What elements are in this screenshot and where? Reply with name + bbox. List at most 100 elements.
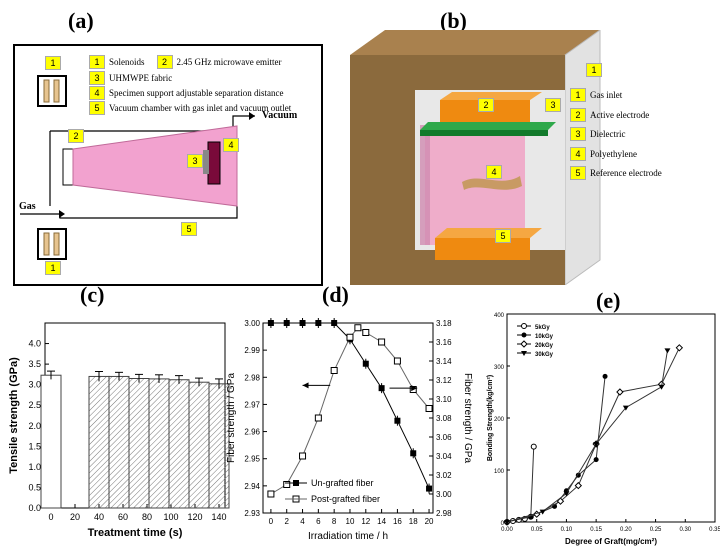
dielectric-top bbox=[420, 122, 556, 130]
bar bbox=[88, 375, 110, 509]
y-tick-label: 100 bbox=[494, 469, 505, 475]
series-ungrafted-line bbox=[270, 322, 430, 489]
y-tick-label: 2.97 bbox=[244, 400, 260, 409]
panel-c-label: (c) bbox=[80, 282, 105, 307]
y-right-tick-label: 3.04 bbox=[436, 452, 452, 461]
legend-row-5: 5 Vacuum chamber with gas inlet and vacu… bbox=[89, 98, 291, 116]
bar bbox=[128, 378, 150, 509]
point-5kgy bbox=[521, 323, 527, 329]
x-tick-label: 40 bbox=[94, 512, 104, 522]
postgrafted-point bbox=[267, 490, 275, 498]
panel-b-drawing bbox=[350, 29, 601, 286]
y-tick-label: 1.0 bbox=[28, 462, 41, 472]
arrow-right-icon bbox=[411, 385, 418, 392]
point-30kgy bbox=[593, 442, 600, 447]
y-right-tick-label: 3.06 bbox=[436, 433, 452, 442]
tag-b4: 4 bbox=[486, 165, 502, 179]
legend-row-3: 3 UHMWPE fabric bbox=[89, 68, 172, 86]
y-tick-label: 2.96 bbox=[244, 428, 260, 437]
uhmwpe-fabric bbox=[203, 150, 209, 174]
tag-5: 5 bbox=[181, 222, 197, 236]
x-tick-label: 100 bbox=[163, 512, 178, 522]
x-tick-label: 0.30 bbox=[679, 527, 691, 533]
legend-label-postgrafted: Post-grafted fiber bbox=[311, 494, 380, 504]
point-30kgy bbox=[622, 405, 629, 411]
x-tick-label: 0.15 bbox=[590, 527, 602, 533]
bar bbox=[168, 379, 190, 509]
bar bbox=[40, 374, 62, 509]
x-tick-label: 16 bbox=[393, 517, 402, 526]
y-right-tick-label: 3.10 bbox=[436, 395, 452, 404]
x-tick-label: 4 bbox=[300, 517, 305, 526]
coil-icon bbox=[43, 79, 50, 103]
x-tick-label: 0.35 bbox=[709, 527, 720, 533]
x-tick-label: 80 bbox=[142, 512, 152, 522]
point-30kgy bbox=[664, 348, 671, 354]
arrow-icon bbox=[59, 210, 65, 218]
point-30kgy bbox=[658, 384, 665, 390]
postgrafted-point bbox=[393, 357, 401, 365]
y-tick-label: 1.5 bbox=[28, 441, 41, 451]
point-20kgy bbox=[616, 388, 624, 396]
solenoid-top bbox=[37, 75, 67, 107]
tag-4: 4 bbox=[223, 138, 239, 152]
postgrafted-point bbox=[425, 405, 433, 412]
bar bbox=[108, 375, 130, 509]
panel-a-label: (a) bbox=[68, 8, 94, 33]
legend-label: 10kGy bbox=[535, 334, 554, 340]
y-right-tick-label: 3.18 bbox=[436, 319, 452, 328]
tag-1-top: 1 bbox=[45, 56, 61, 70]
y-right-tick-label: 3.00 bbox=[436, 490, 452, 499]
x-tick-label: 0 bbox=[48, 512, 53, 522]
panel-e-label: (e) bbox=[596, 288, 621, 313]
x-tick-label: 18 bbox=[409, 517, 418, 526]
y-tick-label: 2.0 bbox=[28, 421, 41, 431]
tag-3: 3 bbox=[187, 154, 203, 168]
point-10kgy bbox=[521, 332, 527, 338]
panel-a-drawing bbox=[20, 75, 255, 260]
gas-inlet-line bbox=[20, 206, 238, 219]
y-tick-label: 3.5 bbox=[28, 359, 41, 369]
y-right-tick-label: 3.16 bbox=[436, 338, 452, 347]
y-right-axis-label: Fiber strength / GPa bbox=[462, 373, 473, 463]
point-5kgy bbox=[530, 443, 537, 450]
legend-label: 20kGy bbox=[535, 343, 554, 349]
y-right-tick-label: 3.02 bbox=[436, 471, 452, 480]
x-tick-label: 0.00 bbox=[501, 527, 513, 533]
vacuum-outlet-line bbox=[50, 115, 255, 132]
y-tick-label: 400 bbox=[494, 313, 505, 319]
x-tick-label: 140 bbox=[211, 512, 226, 522]
x-tick-label: 120 bbox=[187, 512, 202, 522]
series-line-20kGy bbox=[506, 347, 680, 523]
postgrafted-point bbox=[299, 452, 307, 460]
postgrafted-point bbox=[330, 367, 338, 374]
y-tick-label: 300 bbox=[494, 365, 505, 371]
point-30kgy bbox=[504, 520, 510, 525]
bar bbox=[188, 381, 210, 509]
x-axis-label: Treatment time (s) bbox=[88, 527, 183, 539]
point-20kgy bbox=[574, 481, 583, 490]
postgrafted-point bbox=[354, 324, 362, 332]
point-30kgy bbox=[563, 491, 570, 497]
active-electrode-top bbox=[440, 92, 542, 100]
x-tick-label: 6 bbox=[316, 517, 321, 526]
legend-row-4: 4 Specimen support adjustable separation… bbox=[89, 83, 283, 101]
legend-label: 5kGy bbox=[535, 325, 550, 331]
postgrafted-point bbox=[314, 414, 322, 422]
chart-c: 0.0 0.5 1.0 1.5 2.0 2.5 3.0 3.5 4.0 0 20 40 60 80 100 1… bbox=[8, 322, 230, 539]
arrow-icon bbox=[249, 112, 255, 120]
panel-d-label: (d) bbox=[322, 282, 349, 307]
x-axis-label: Irradiation time / h bbox=[308, 531, 388, 542]
panel-b-label: (b) bbox=[440, 8, 467, 33]
x-tick-label: 0.25 bbox=[650, 527, 662, 533]
bar bbox=[148, 378, 170, 509]
tag-b1: 1 bbox=[586, 63, 602, 77]
legend-row-1: 1 Solenoids 2 2.45 GHz microwave emitter bbox=[89, 52, 281, 70]
point-20kgy bbox=[520, 340, 528, 348]
y-tick-label: 2.93 bbox=[244, 509, 260, 518]
y-tick-label: 0 bbox=[501, 521, 505, 527]
x-tick-label: 20 bbox=[70, 512, 80, 522]
panel-b-legend: 1 Gas inlet 2 Active electrode 3 Dielect… bbox=[570, 85, 662, 183]
x-tick-label: 8 bbox=[332, 517, 337, 526]
y-tick-label: 3.0 bbox=[28, 380, 41, 390]
